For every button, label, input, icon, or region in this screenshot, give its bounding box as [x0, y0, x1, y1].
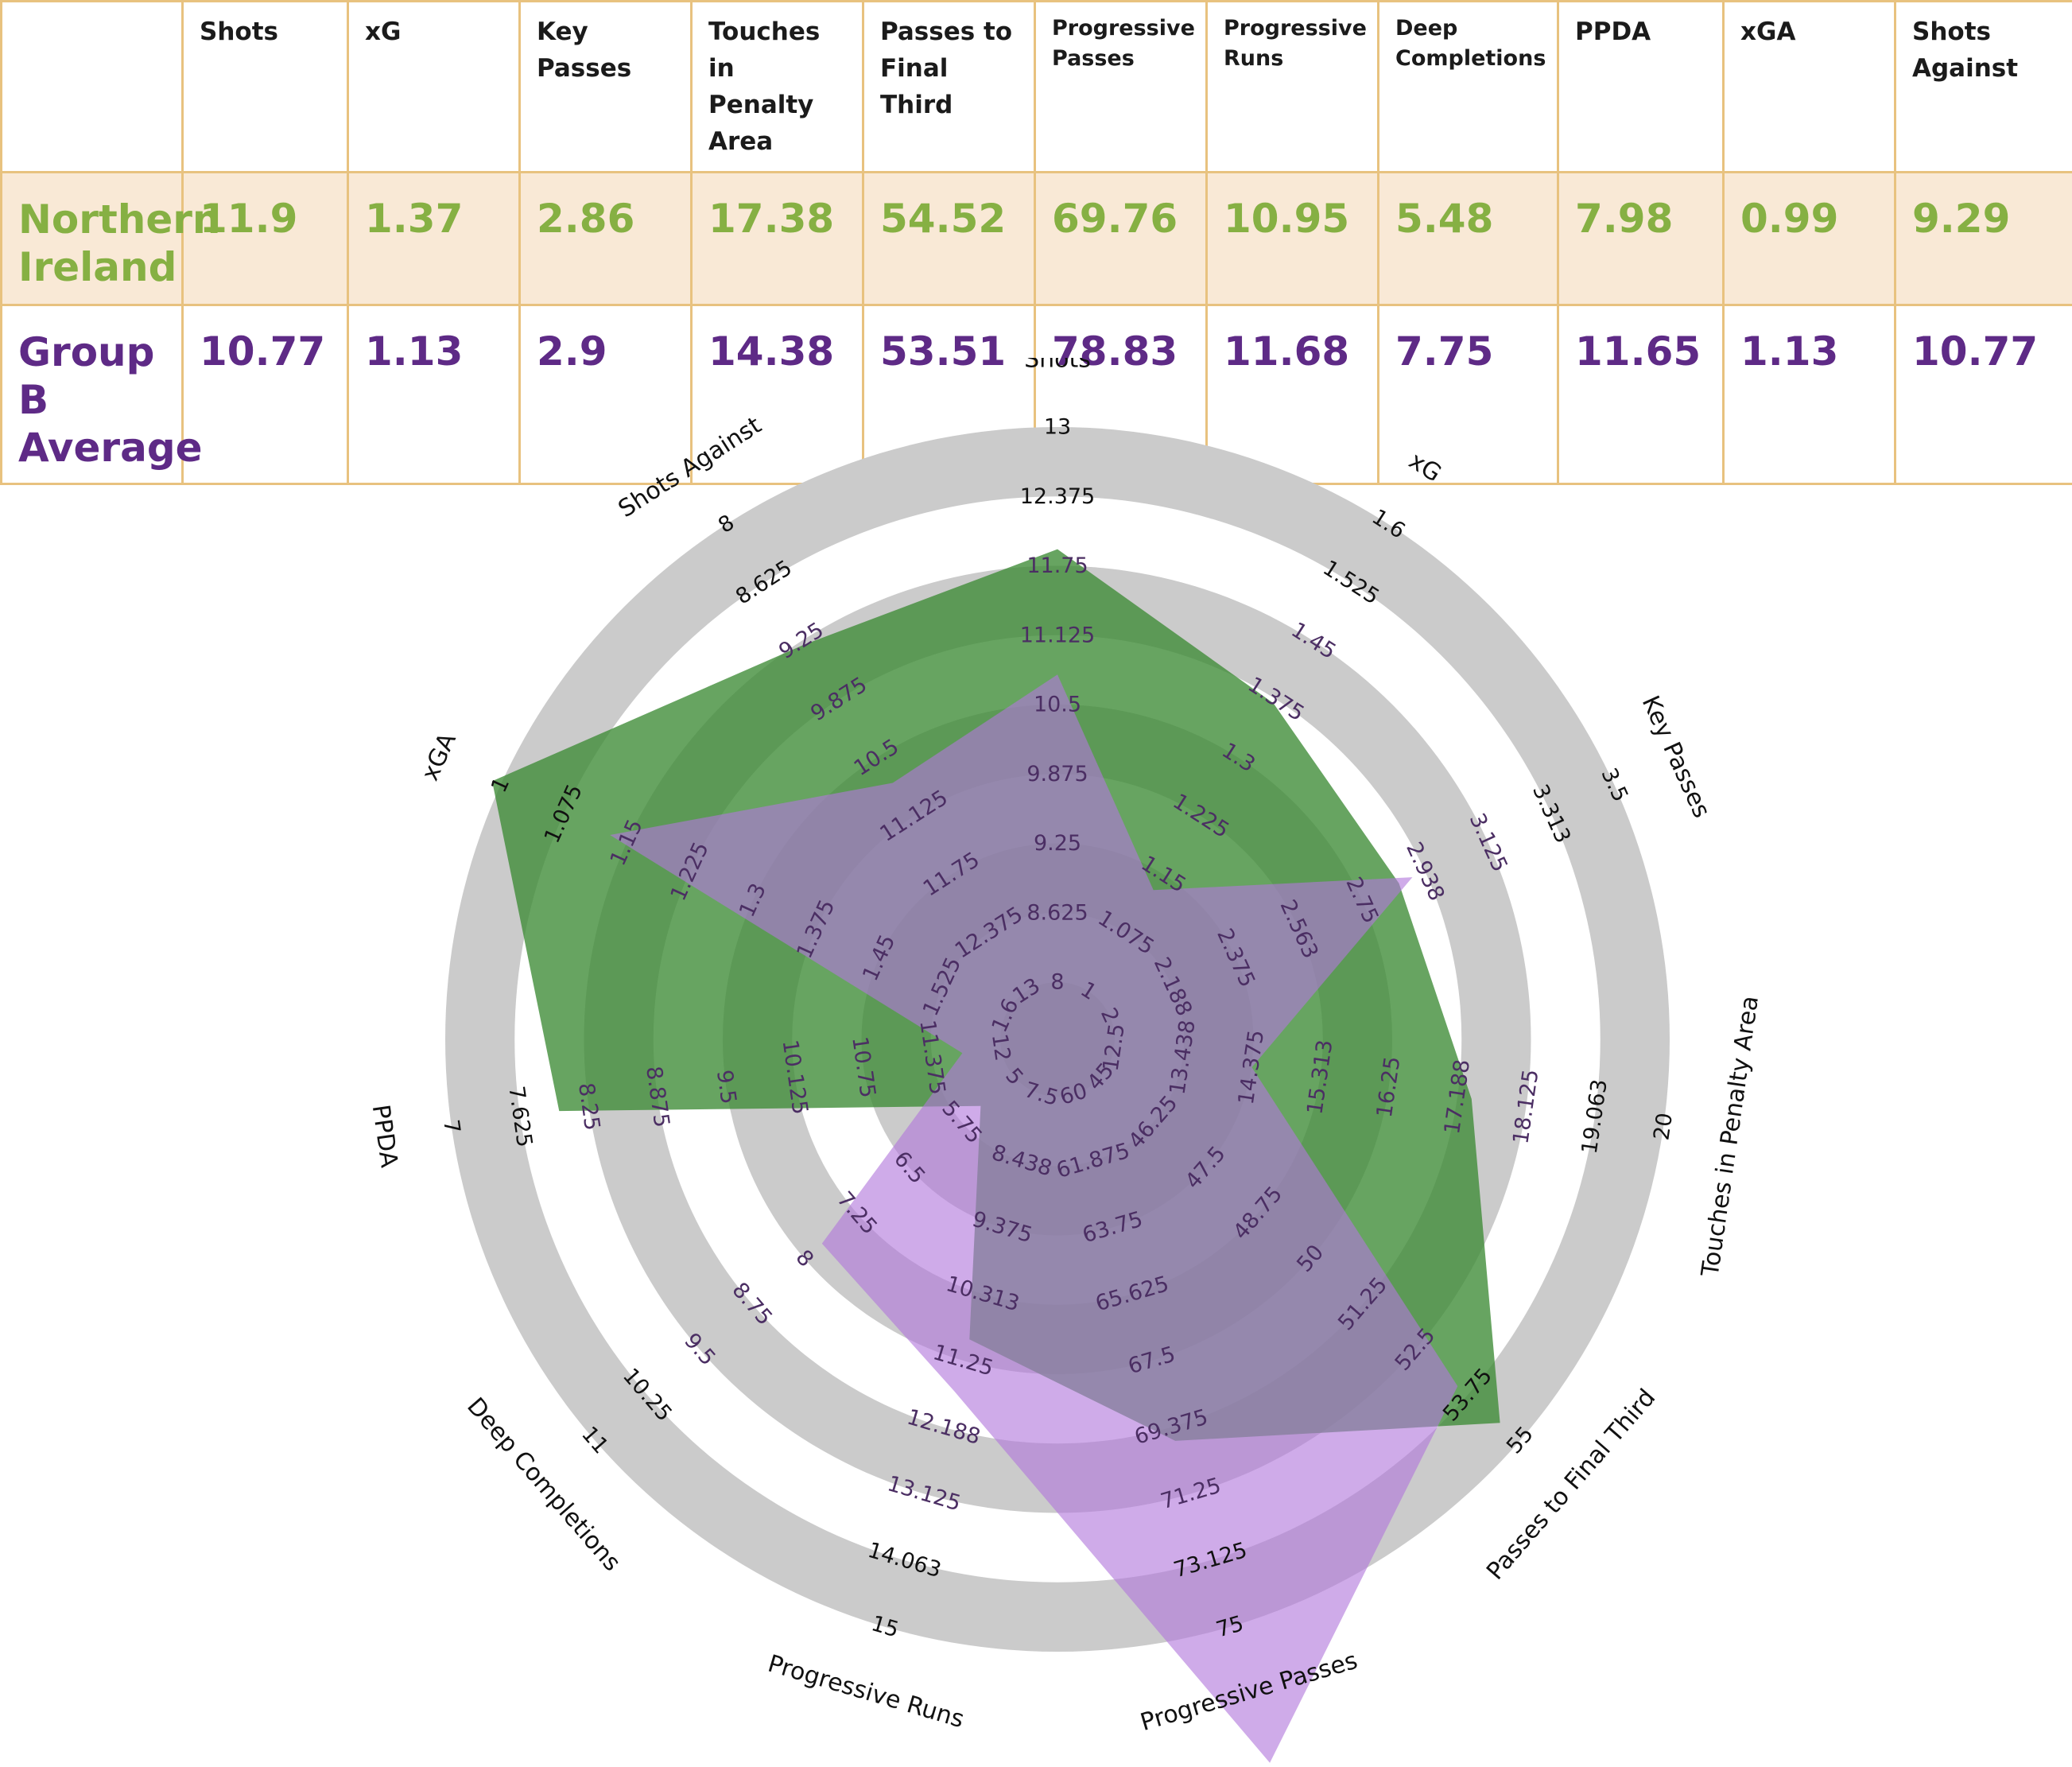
- table-cell: 0.99: [1722, 171, 1896, 306]
- table-cell: 54.52: [862, 171, 1036, 306]
- axis-label: Touches in Penalty Area: [1696, 994, 1764, 1279]
- tick-label: 7: [438, 1118, 464, 1135]
- column-header: Shots Against: [1894, 0, 2072, 173]
- tick-label: 20: [1649, 1111, 1678, 1141]
- table-cell: 5.48: [1377, 171, 1559, 306]
- radar-series: [492, 549, 1500, 1763]
- table-cell: 7.98: [1557, 171, 1725, 306]
- column-header: PPDA: [1557, 0, 1725, 173]
- axis-label: Shots Against: [614, 411, 766, 523]
- table-cell: 1.37: [347, 171, 521, 306]
- tick-label: 12.375: [1020, 484, 1095, 509]
- column-header: Passes to Final Third: [862, 0, 1036, 173]
- column-header: Touches in Penalty Area: [690, 0, 864, 173]
- row-team-name: Group B Average: [0, 304, 203, 485]
- axis-label: xG: [1403, 447, 1445, 488]
- table-cell: 9.29: [1894, 171, 2072, 306]
- tick-label: 11.125: [1020, 623, 1095, 647]
- tick-label: 11.75: [1026, 553, 1088, 578]
- table-cell: 10.95: [1205, 171, 1379, 306]
- table-cell: 17.38: [690, 171, 864, 306]
- table-cell: 2.9: [518, 304, 693, 485]
- radar-chart: 88.6259.259.87510.511.12511.7512.3751311…: [367, 358, 1764, 1763]
- column-header: Key Passes: [518, 0, 693, 173]
- column-header: Shots: [181, 0, 349, 173]
- tick-label: 9.875: [1026, 762, 1088, 786]
- tick-label: 8: [1050, 970, 1064, 995]
- tick-label: 10.5: [1034, 693, 1081, 717]
- column-header: xG: [347, 0, 521, 173]
- table-row-northern-ireland: Northern Ireland 11.9 1.37 2.86 17.38 54…: [0, 171, 2072, 306]
- axis-label: Progressive Runs: [765, 1650, 968, 1734]
- column-header: Deep Completions: [1377, 0, 1559, 173]
- column-header: Progressive Passes: [1034, 0, 1208, 173]
- axis-label: Key Passes: [1636, 692, 1716, 822]
- table-header-row: Shots xG Key Passes Touches in Penalty A…: [0, 0, 2072, 173]
- table-cell: 10.77: [1894, 304, 2072, 485]
- tick-label: 13: [1044, 415, 1071, 440]
- column-header: [0, 0, 184, 173]
- axis-label: PPDA: [367, 1103, 403, 1170]
- table-cell: 1.13: [347, 304, 521, 485]
- table-row-group-b-average: Group B Average 10.77 1.13 2.9 14.38 53.…: [0, 304, 2072, 485]
- table-cell: 69.76: [1034, 171, 1208, 306]
- table-cell: 7.75: [1377, 304, 1559, 485]
- series-group-b-average: [610, 674, 1458, 1763]
- axis-label: xGA: [417, 728, 463, 785]
- table-cell: 11.9: [181, 171, 349, 306]
- tick-label: 12: [987, 1032, 1015, 1062]
- axis-label: Shots: [1024, 358, 1091, 374]
- tick-label: 9.5: [712, 1068, 741, 1105]
- tick-label: 8.625: [1026, 900, 1088, 925]
- column-header: Progressive Runs: [1205, 0, 1379, 173]
- table-cell: 11.65: [1557, 304, 1725, 485]
- table-cell: 2.86: [518, 171, 693, 306]
- table-cell: 1.13: [1722, 304, 1896, 485]
- stats-table: Shots xG Key Passes Touches in Penalty A…: [0, 0, 2072, 485]
- column-header: xGA: [1722, 0, 1896, 173]
- table-cell: 10.77: [181, 304, 349, 485]
- tick-label: 9.25: [1034, 831, 1081, 856]
- table-cell: 14.38: [690, 304, 864, 485]
- row-team-name: Northern Ireland: [0, 171, 221, 306]
